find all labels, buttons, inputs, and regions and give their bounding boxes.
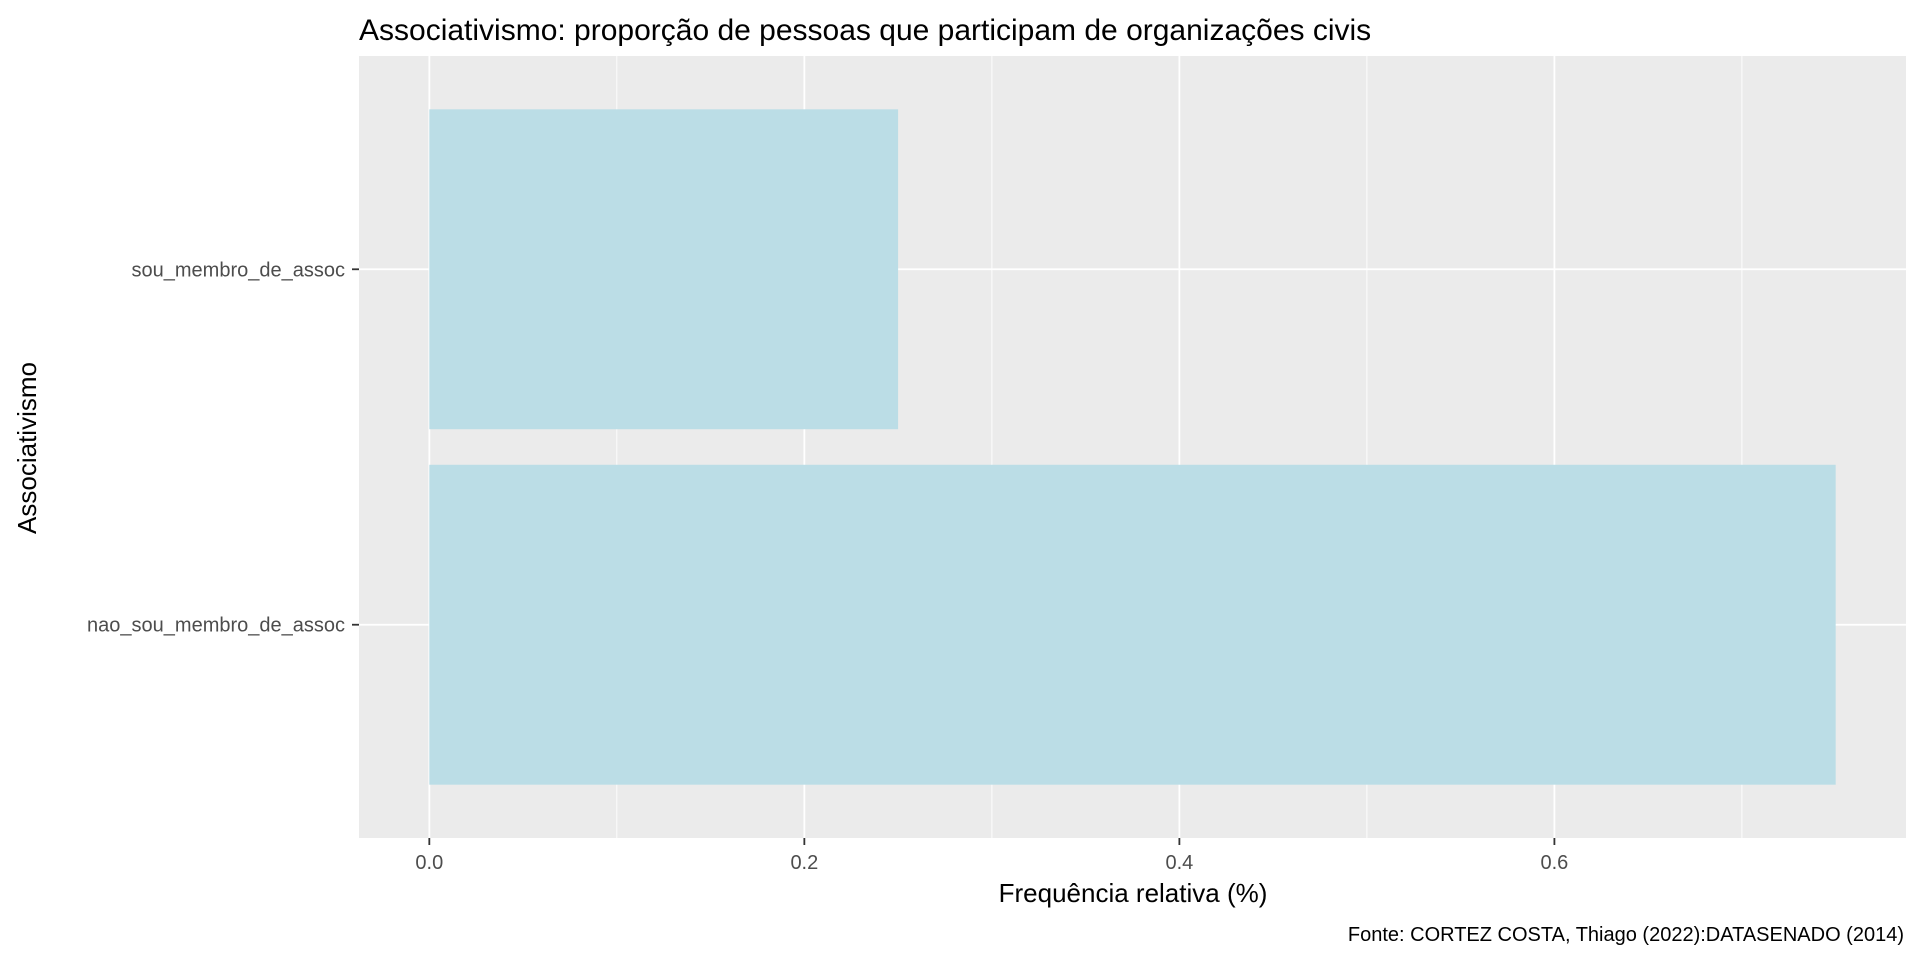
x-tick-label: 0.0 <box>415 852 443 874</box>
bars <box>429 109 1836 785</box>
axes: 0.0 0.2 0.4 0.6 nao_sou_membro_de_assoc sou_m… <box>87 259 1568 874</box>
x-axis-title: Frequência relativa (%) <box>999 878 1268 908</box>
y-tick-label: sou_membro_de_assoc <box>132 259 345 281</box>
x-tick-label: 0.2 <box>790 852 818 874</box>
y-axis-title: Associativismo <box>12 362 42 534</box>
bar-nao_sou_membro_de_assoc <box>429 464 1836 785</box>
x-tick-label: 0.4 <box>1165 852 1193 874</box>
caption: Fonte: CORTEZ COSTA, Thiago (2022):DATAS… <box>1348 924 1904 946</box>
chart-title: Associativismo: proporção de pessoas que… <box>359 14 1371 47</box>
bar-sou_membro_de_assoc <box>429 109 899 430</box>
x-tick-label: 0.6 <box>1541 852 1569 874</box>
y-tick-label: nao_sou_membro_de_assoc <box>87 615 345 637</box>
